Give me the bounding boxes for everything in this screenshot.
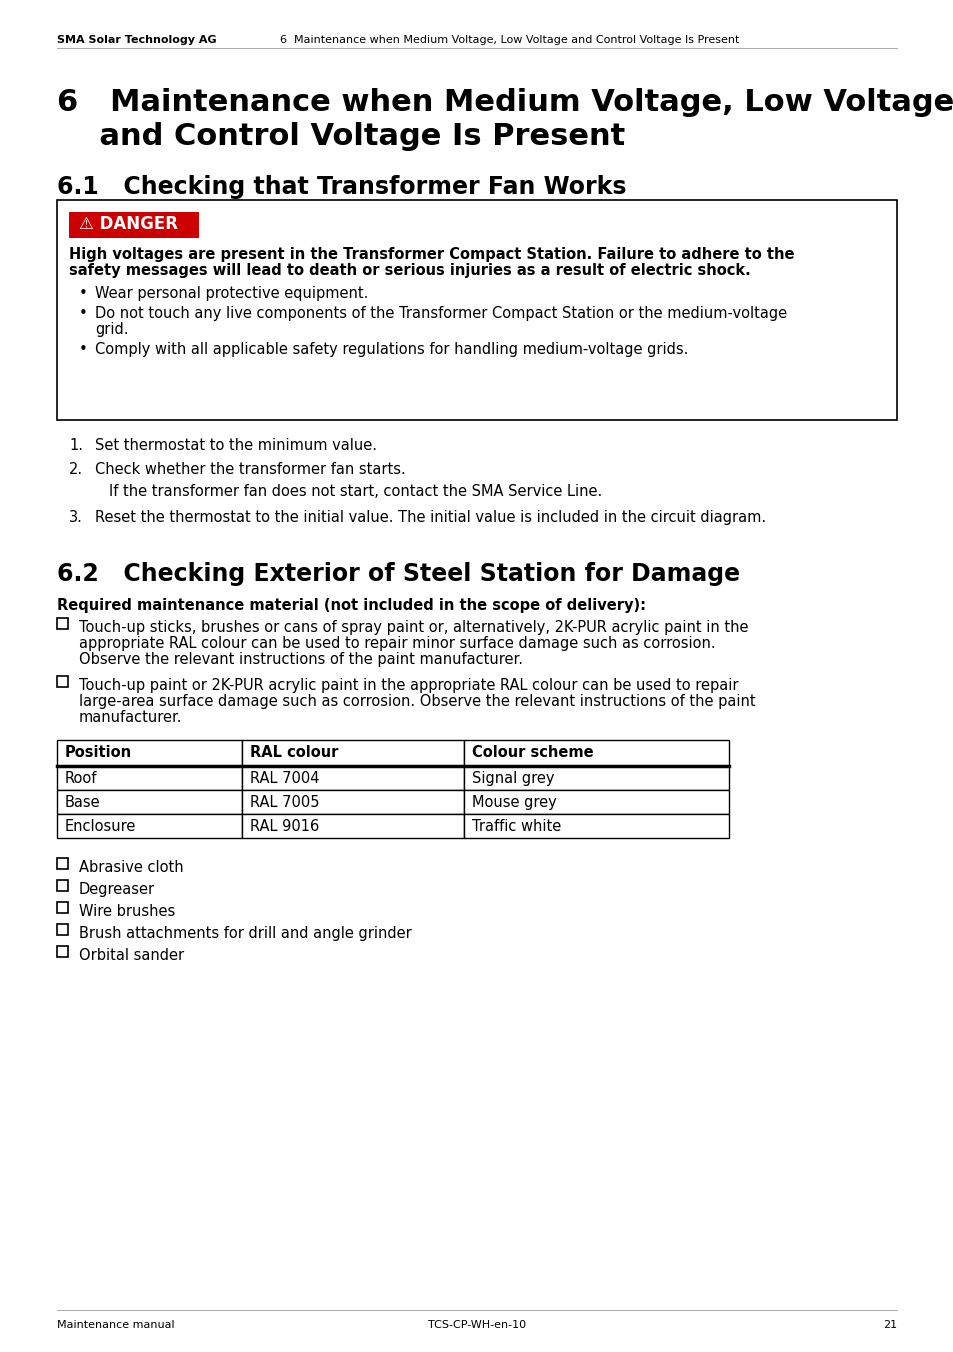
Text: manufacturer.: manufacturer. xyxy=(79,710,182,725)
Text: Wire brushes: Wire brushes xyxy=(79,904,175,919)
Bar xyxy=(57,814,242,838)
Text: 21: 21 xyxy=(882,1320,896,1330)
Text: RAL 7004: RAL 7004 xyxy=(250,771,319,786)
Bar xyxy=(57,859,68,869)
Text: If the transformer fan does not start, contact the SMA Service Line.: If the transformer fan does not start, c… xyxy=(109,484,601,499)
Text: Orbital sander: Orbital sander xyxy=(79,948,184,963)
Bar xyxy=(242,767,463,790)
Bar xyxy=(242,740,463,767)
Text: •: • xyxy=(79,287,88,301)
Bar xyxy=(57,740,242,767)
Text: Touch-up paint or 2K-PUR acrylic paint in the appropriate RAL colour can be used: Touch-up paint or 2K-PUR acrylic paint i… xyxy=(79,677,738,694)
Text: RAL 9016: RAL 9016 xyxy=(250,819,319,834)
Text: High voltages are present in the Transformer Compact Station. Failure to adhere : High voltages are present in the Transfo… xyxy=(69,247,794,262)
Bar xyxy=(463,790,728,814)
Bar xyxy=(57,902,68,913)
Text: Enclosure: Enclosure xyxy=(65,819,136,834)
Text: 6   Maintenance when Medium Voltage, Low Voltage: 6 Maintenance when Medium Voltage, Low V… xyxy=(57,88,953,118)
Text: safety messages will lead to death or serious injuries as a result of electric s: safety messages will lead to death or se… xyxy=(69,264,750,279)
Text: Check whether the transformer fan starts.: Check whether the transformer fan starts… xyxy=(95,462,405,477)
Text: Required maintenance material (not included in the scope of delivery):: Required maintenance material (not inclu… xyxy=(57,598,645,612)
Text: Do not touch any live components of the Transformer Compact Station or the mediu: Do not touch any live components of the … xyxy=(95,306,786,320)
Bar xyxy=(57,880,68,891)
Text: Observe the relevant instructions of the paint manufacturer.: Observe the relevant instructions of the… xyxy=(79,652,522,667)
Bar xyxy=(242,814,463,838)
Bar xyxy=(463,740,728,767)
Bar xyxy=(463,814,728,838)
Text: ⚠ DANGER: ⚠ DANGER xyxy=(79,215,178,233)
Text: grid.: grid. xyxy=(95,322,129,337)
Text: Signal grey: Signal grey xyxy=(472,771,554,786)
Bar xyxy=(69,212,199,238)
Text: appropriate RAL colour can be used to repair minor surface damage such as corros: appropriate RAL colour can be used to re… xyxy=(79,635,715,652)
Text: •: • xyxy=(79,306,88,320)
Bar xyxy=(57,767,242,790)
Bar xyxy=(57,790,242,814)
Text: 6.1   Checking that Transformer Fan Works: 6.1 Checking that Transformer Fan Works xyxy=(57,174,626,199)
Text: TCS-CP-WH-en-10: TCS-CP-WH-en-10 xyxy=(428,1320,525,1330)
Text: Colour scheme: Colour scheme xyxy=(472,745,593,760)
Text: Comply with all applicable safety regulations for handling medium-voltage grids.: Comply with all applicable safety regula… xyxy=(95,342,688,357)
Text: RAL colour: RAL colour xyxy=(250,745,338,760)
Text: 6  Maintenance when Medium Voltage, Low Voltage and Control Voltage Is Present: 6 Maintenance when Medium Voltage, Low V… xyxy=(280,35,739,45)
Text: 1.: 1. xyxy=(69,438,83,453)
Text: Roof: Roof xyxy=(65,771,97,786)
Text: 6.2   Checking Exterior of Steel Station for Damage: 6.2 Checking Exterior of Steel Station f… xyxy=(57,562,740,585)
Text: Maintenance manual: Maintenance manual xyxy=(57,1320,174,1330)
Text: and Control Voltage Is Present: and Control Voltage Is Present xyxy=(57,122,624,151)
Text: 3.: 3. xyxy=(69,510,83,525)
Bar xyxy=(242,790,463,814)
Text: large-area surface damage such as corrosion. Observe the relevant instructions o: large-area surface damage such as corros… xyxy=(79,694,755,708)
Text: Traffic white: Traffic white xyxy=(472,819,560,834)
Bar xyxy=(57,676,68,687)
Text: Wear personal protective equipment.: Wear personal protective equipment. xyxy=(95,287,368,301)
Text: Set thermostat to the minimum value.: Set thermostat to the minimum value. xyxy=(95,438,376,453)
Text: Degreaser: Degreaser xyxy=(79,882,155,896)
Text: Position: Position xyxy=(65,745,132,760)
Text: •: • xyxy=(79,342,88,357)
Text: Mouse grey: Mouse grey xyxy=(472,795,557,810)
Bar xyxy=(463,767,728,790)
Text: SMA Solar Technology AG: SMA Solar Technology AG xyxy=(57,35,216,45)
Text: Base: Base xyxy=(65,795,100,810)
Text: Abrasive cloth: Abrasive cloth xyxy=(79,860,183,875)
Bar xyxy=(57,200,896,420)
Bar xyxy=(57,923,68,936)
Text: Brush attachments for drill and angle grinder: Brush attachments for drill and angle gr… xyxy=(79,926,412,941)
Text: RAL 7005: RAL 7005 xyxy=(250,795,319,810)
Text: Reset the thermostat to the initial value. The initial value is included in the : Reset the thermostat to the initial valu… xyxy=(95,510,765,525)
Bar xyxy=(57,946,68,957)
Text: 2.: 2. xyxy=(69,462,83,477)
Bar xyxy=(57,618,68,629)
Text: Touch-up sticks, brushes or cans of spray paint or, alternatively, 2K-PUR acryli: Touch-up sticks, brushes or cans of spra… xyxy=(79,621,748,635)
